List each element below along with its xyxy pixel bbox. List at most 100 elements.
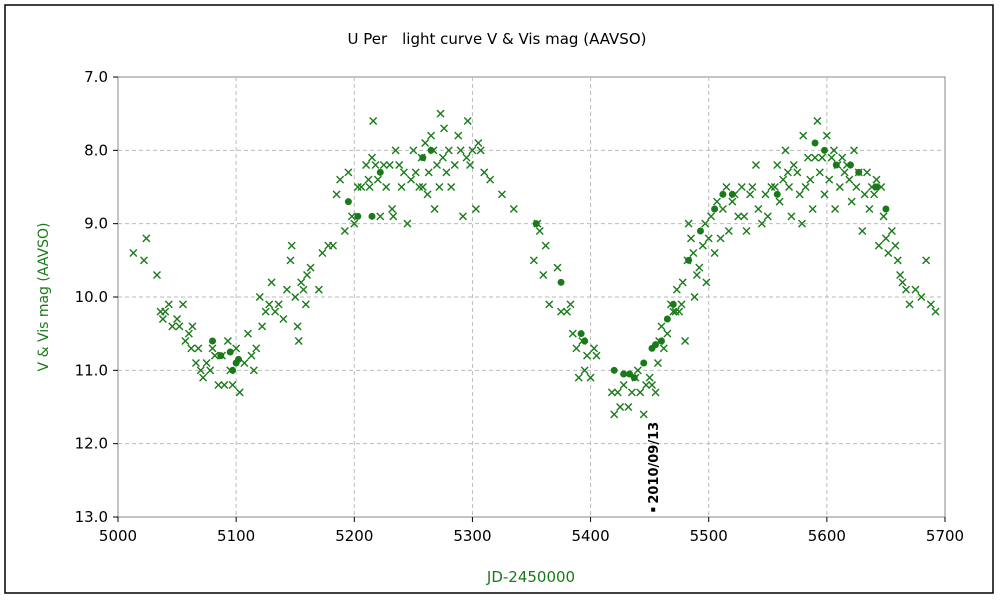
data-point-cross (863, 168, 872, 177)
data-point-cross (458, 212, 467, 221)
data-point-cross (350, 219, 359, 228)
data-point-cross (249, 366, 258, 375)
data-point-cross (306, 263, 315, 272)
data-point-dot (376, 168, 384, 176)
data-point-cross (432, 161, 441, 169)
data-point-cross (340, 227, 349, 235)
chart-title: U Per light curve V & Vis mag (AAVSO) (347, 30, 646, 48)
data-point-dot (652, 341, 660, 349)
data-point-cross (299, 285, 308, 294)
data-point-cross (139, 256, 148, 265)
data-point-cross (279, 315, 288, 323)
data-point-cross (803, 153, 812, 162)
data-point-cross (287, 241, 296, 250)
data-point-cross (879, 212, 888, 221)
data-point-cross (187, 344, 196, 353)
data-point-cross (471, 205, 480, 213)
data-point-cross (613, 388, 622, 397)
data-point-cross (196, 366, 205, 375)
x-tick-label: 5400 (571, 527, 609, 545)
data-point-cross (247, 351, 256, 360)
data-point-cross (692, 271, 701, 279)
data-point-dot (640, 359, 648, 367)
data-point-cross (840, 168, 849, 177)
annotation-marker (651, 507, 656, 512)
data-point-cross (898, 278, 907, 287)
data-point-cross (712, 197, 721, 206)
data-point-cross (775, 197, 784, 206)
data-point-cross (539, 271, 548, 279)
data-point-cross (822, 131, 831, 140)
data-point-cross (926, 300, 935, 309)
data-point-cross (314, 285, 323, 294)
data-point-cross (158, 315, 167, 323)
data-point-cross (698, 241, 707, 250)
data-point-cross (754, 205, 763, 213)
data-point-cross (922, 256, 931, 265)
data-point-cross (373, 175, 382, 184)
data-point-cross (718, 205, 727, 213)
y-tick-label: 8.0 (84, 141, 108, 159)
y-axis-label: V & Vis mag (AAVSO) (36, 223, 52, 372)
data-point-cross (636, 388, 645, 397)
data-point-cross (574, 373, 583, 382)
data-point-dot (728, 190, 736, 198)
data-point-cross (332, 190, 341, 199)
data-point-cross (362, 161, 371, 169)
data-point-cross (178, 300, 187, 309)
x-tick-label: 5700 (926, 527, 964, 545)
data-point-cross (442, 168, 451, 177)
data-point-cross (785, 183, 794, 191)
data-point-cross (562, 307, 571, 316)
data-point-dot (663, 315, 671, 323)
data-point-cross (704, 234, 713, 243)
data-point-cross (456, 146, 465, 155)
data-point-cross (329, 241, 338, 250)
data-point-dot (226, 348, 234, 356)
data-point-cross (590, 344, 599, 353)
data-point-cross (318, 249, 327, 257)
data-point-cross (389, 212, 398, 221)
data-point-cross (409, 146, 418, 155)
data-point-cross (746, 190, 755, 199)
data-point-cross (382, 183, 391, 191)
data-point-dot (820, 146, 828, 154)
data-point-cross (240, 359, 249, 367)
data-point-cross (291, 293, 300, 301)
data-point-cross (344, 168, 353, 177)
data-point-cross (397, 183, 406, 191)
data-point-cross (872, 175, 881, 184)
data-point-cross (619, 381, 628, 389)
data-point-cross (891, 241, 900, 250)
data-point-dot (344, 198, 352, 206)
x-tick-label: 5100 (217, 527, 255, 545)
data-point-cross (724, 227, 733, 235)
data-point-cross (438, 153, 447, 162)
data-point-cross (806, 175, 815, 184)
data-point-cross (624, 403, 633, 411)
data-point-cross (742, 227, 751, 235)
data-point-dot (882, 205, 890, 213)
data-point-cross (415, 183, 424, 191)
data-point-cross (793, 168, 802, 177)
data-point-cross (838, 153, 847, 162)
data-point-cross (427, 131, 436, 140)
data-point-dot (419, 154, 427, 162)
data-point-cross (541, 241, 550, 250)
data-point-cross (808, 205, 817, 213)
data-point-cross (243, 329, 252, 338)
data-point-cross (728, 197, 737, 206)
data-points (129, 109, 940, 419)
data-point-cross (261, 307, 270, 316)
data-point-dot (773, 190, 781, 198)
data-point-cross (672, 285, 681, 294)
data-point-cross (659, 344, 668, 353)
data-point-cross (274, 300, 283, 309)
data-point-dot (557, 278, 565, 286)
data-point-cross (258, 322, 267, 331)
data-point-cross (228, 381, 237, 389)
data-point-cross (815, 168, 824, 177)
data-point-cross (462, 153, 471, 162)
data-point-cross (592, 351, 601, 360)
data-point-cross (440, 124, 449, 133)
